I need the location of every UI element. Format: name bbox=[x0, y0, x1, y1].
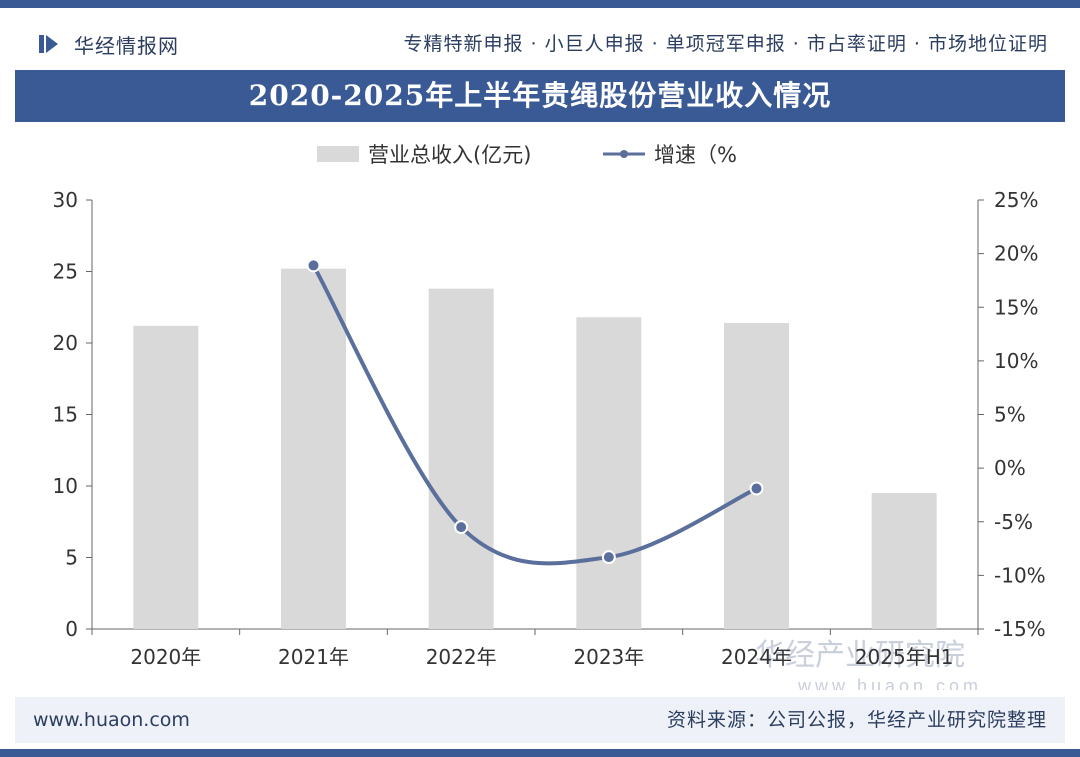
y-right-tick-label: 20% bbox=[994, 242, 1038, 266]
y-left-tick-label: 0 bbox=[65, 617, 78, 641]
revenue-bar bbox=[428, 288, 494, 629]
chart-area: 华经产业研究院 www.huaon.com 营业总收入(亿元) 增速（% 0 5 10 15 2… bbox=[0, 130, 1080, 696]
y-right-tick-label: 15% bbox=[994, 295, 1038, 319]
services-text: 专精特新申报 · 小巨人申报 · 单项冠军申报 · 市占率证明 · 市场地位证明 bbox=[403, 33, 1048, 55]
growth-line bbox=[311, 264, 758, 566]
title-bar: 2020-2025年上半年贵绳股份营业收入情况 bbox=[15, 70, 1065, 122]
revenue-chart: 华经产业研究院 www.huaon.com 营业总收入(亿元) 增速（% 0 5 10 15 2… bbox=[53, 143, 1046, 696]
y-left-tick-label: 30 bbox=[53, 188, 78, 212]
brand: 华经情报网 bbox=[38, 26, 179, 62]
x-tick-label: 2025年H1 bbox=[855, 645, 954, 669]
bottom-accent-line bbox=[0, 749, 1080, 757]
x-tick-label: 2020年 bbox=[130, 645, 201, 669]
revenue-bar bbox=[871, 493, 937, 629]
x-tick-label: 2024年 bbox=[721, 645, 792, 669]
y-left-tick-label: 20 bbox=[53, 331, 78, 355]
y-right-tick-label: -5% bbox=[994, 510, 1033, 534]
revenue-bar bbox=[133, 325, 199, 629]
y-right-tick-label: -15% bbox=[994, 617, 1046, 641]
y-left-tick-label: 25 bbox=[53, 260, 78, 284]
growth-point bbox=[601, 550, 616, 565]
y-right-tick-label: 0% bbox=[994, 456, 1026, 480]
growth-point bbox=[306, 258, 321, 273]
x-tick-label: 2021年 bbox=[278, 645, 349, 669]
legend-bar-swatch bbox=[317, 146, 359, 162]
x-tick-label: 2022年 bbox=[426, 645, 497, 669]
legend-line-label: 增速（% bbox=[654, 143, 737, 167]
y-right-tick-label: 25% bbox=[994, 188, 1038, 212]
watermark-name: 华经产业研究院 bbox=[755, 639, 965, 672]
y-right-tick-label: 5% bbox=[994, 403, 1026, 427]
revenue-bar bbox=[724, 322, 789, 629]
growth-point bbox=[454, 520, 469, 535]
growth-point bbox=[749, 481, 764, 496]
y-right-tick-label: 10% bbox=[994, 349, 1038, 373]
y-left-tick-label: 10 bbox=[53, 474, 78, 498]
revenue-bar bbox=[281, 268, 346, 629]
chart-title: 2020-2025年上半年贵绳股份营业收入情况 bbox=[248, 79, 832, 112]
legend-bar-label: 营业总收入(亿元) bbox=[368, 143, 531, 167]
footer-source: 资料来源：公司公报，华经产业研究院整理 bbox=[666, 709, 1047, 731]
y-left-tick-label: 5 bbox=[65, 546, 78, 570]
brand-logo-icon bbox=[39, 35, 58, 53]
footer: www.huaon.com 资料来源：公司公报，华经产业研究院整理 bbox=[15, 697, 1065, 743]
top-accent-line bbox=[0, 0, 1080, 8]
watermark-url: www.huaon.com bbox=[797, 676, 982, 690]
x-tick-label: 2023年 bbox=[573, 645, 644, 669]
legend-line-marker bbox=[620, 150, 628, 158]
brand-name: 华经情报网 bbox=[74, 33, 179, 58]
y-right-tick-label: -10% bbox=[994, 563, 1046, 587]
revenue-bar bbox=[576, 317, 642, 629]
y-left-tick-label: 15 bbox=[53, 403, 78, 427]
footer-website: www.huaon.com bbox=[33, 709, 190, 731]
